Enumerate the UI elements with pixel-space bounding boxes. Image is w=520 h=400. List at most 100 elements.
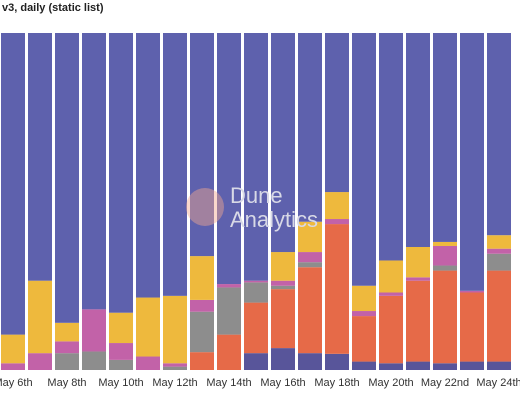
- bar-segment-8-3: [190, 311, 214, 353]
- x-axis: May 6th May 8th May 10th May 12th May 14th Ma…: [0, 377, 520, 389]
- bar-segment-12-2: [298, 267, 322, 354]
- bar-segment-5-4: [109, 343, 133, 360]
- bar-segment-2-4: [28, 353, 52, 370]
- bar-segment-15-1: [379, 363, 403, 370]
- bar-segment-6-4: [136, 356, 160, 370]
- bar-segment-14-5: [352, 285, 376, 312]
- x-tick-label: May 6th: [0, 377, 33, 389]
- watermark-line1: Dune: [230, 183, 283, 208]
- bar-segment-14-1: [352, 361, 376, 370]
- bar-segment-17-6: [433, 33, 457, 242]
- bar-segment-16-1: [406, 361, 430, 370]
- bar-segment-11-2: [271, 289, 295, 349]
- bar-segment-12-1: [298, 353, 322, 370]
- bar-segment-14-2: [352, 316, 376, 362]
- bar-segment-15-4: [379, 292, 403, 296]
- bar-segment-18-2: [460, 292, 484, 362]
- bar-segment-11-6: [271, 33, 295, 253]
- bar-segment-12-6: [298, 33, 322, 222]
- x-tick-label: May 18th: [314, 377, 359, 389]
- bar-segment-16-4: [406, 277, 430, 281]
- x-tick-label: May 24th: [476, 377, 520, 389]
- bar-segment-13-5: [325, 192, 349, 220]
- x-tick-label: May 14th: [206, 377, 251, 389]
- bar-segment-13-6: [325, 33, 349, 193]
- bar-segment-10-3: [244, 282, 268, 303]
- bar-segment-16-5: [406, 246, 430, 278]
- bar-segment-19-2: [487, 270, 511, 362]
- x-tick-label: May 16th: [260, 377, 305, 389]
- bar-segment-19-6: [487, 33, 511, 236]
- bar-segment-8-6: [190, 33, 214, 257]
- bar-segment-1-6: [1, 33, 25, 335]
- bar-segment-12-5: [298, 221, 322, 253]
- bar-segment-15-2: [379, 295, 403, 364]
- bar-segment-11-5: [271, 252, 295, 281]
- bar-segment-9-4: [217, 284, 241, 288]
- bar-segment-18-1: [460, 361, 484, 370]
- bar-segment-3-5: [55, 322, 79, 342]
- bar-segment-8-4: [190, 299, 214, 312]
- bar-area: [1, 33, 511, 370]
- bar-segment-9-2: [217, 334, 241, 370]
- bar-segment-9-6: [217, 33, 241, 285]
- bar-segment-8-5: [190, 256, 214, 300]
- x-tick-label: May 20th: [368, 377, 413, 389]
- bar-segment-17-3: [433, 265, 457, 271]
- x-tick-label: May 22nd: [421, 377, 469, 389]
- bar-segment-17-1: [433, 363, 457, 370]
- bar-segment-13-1: [325, 353, 349, 370]
- bar-segment-1-5: [1, 334, 25, 364]
- bar-segment-3-6: [55, 33, 79, 323]
- bar-segment-7-5: [163, 295, 187, 364]
- bar-segment-14-4: [352, 311, 376, 317]
- x-tick-label: May 12th: [152, 377, 197, 389]
- bar-segment-17-5: [433, 241, 457, 246]
- bar-segment-4-6: [82, 33, 106, 310]
- bar-segment-8-2: [190, 352, 214, 370]
- bar-segment-18-6: [460, 33, 484, 291]
- bar-segment-7-4: [163, 363, 187, 367]
- bar-segment-3-3: [55, 353, 79, 370]
- dune-logo-icon: [186, 188, 224, 226]
- bar-segment-2-6: [28, 33, 52, 281]
- bar-segment-19-5: [487, 235, 511, 249]
- bar-segment-15-6: [379, 33, 403, 261]
- dune-analytics-watermark: Dune Analytics: [186, 183, 318, 232]
- bar-segment-11-3: [271, 285, 295, 290]
- bar-segment-6-5: [136, 297, 160, 357]
- bar-segment-13-2: [325, 224, 349, 354]
- bar-segment-7-3: [163, 366, 187, 370]
- bar-segment-3-4: [55, 341, 79, 354]
- bar-segment-5-5: [109, 312, 133, 344]
- bar-segment-19-4: [487, 248, 511, 254]
- bar-segment-19-3: [487, 253, 511, 271]
- bar-segment-11-1: [271, 348, 295, 370]
- bar-segment-17-2: [433, 270, 457, 364]
- bar-segment-1-4: [1, 363, 25, 370]
- bar-segment-10-2: [244, 302, 268, 354]
- x-tick-label: May 8th: [47, 377, 86, 389]
- bar-segment-2-5: [28, 280, 52, 354]
- bar-segment-6-6: [136, 33, 160, 298]
- bar-segment-5-3: [109, 359, 133, 370]
- bar-segment-10-1: [244, 353, 268, 370]
- bar-segment-13-4: [325, 219, 349, 225]
- bar-segment-17-4: [433, 245, 457, 266]
- bar-segment-4-3: [82, 351, 106, 370]
- bar-segment-12-4: [298, 252, 322, 263]
- bar-segment-14-6: [352, 33, 376, 286]
- bar-segment-19-1: [487, 361, 511, 370]
- bar-segment-15-5: [379, 260, 403, 293]
- bar-segment-16-6: [406, 33, 430, 247]
- bar-segment-9-3: [217, 287, 241, 335]
- bar-segment-5-6: [109, 33, 133, 313]
- bar-segment-10-4: [244, 280, 268, 283]
- bar-segment-12-3: [298, 262, 322, 268]
- bar-segment-16-2: [406, 280, 430, 362]
- x-tick-label: May 10th: [98, 377, 143, 389]
- bar-segment-7-6: [163, 33, 187, 296]
- chart-title: v3, daily (static list): [2, 2, 104, 14]
- watermark-line2: Analytics: [230, 207, 318, 232]
